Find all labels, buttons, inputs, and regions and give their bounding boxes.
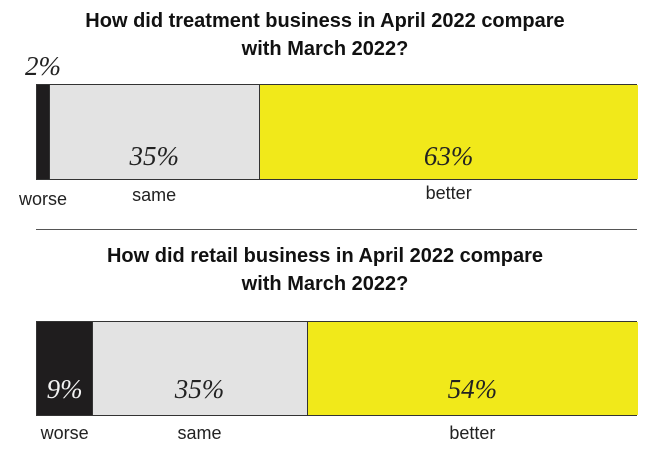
chart-title-line-1: How did retail business in April 2022 co…: [106, 245, 544, 267]
bar-segment-better: [306, 322, 638, 415]
category-label-same: same: [132, 185, 177, 205]
bar-segment-better: [259, 85, 638, 179]
chart-title: How did treatment business in April 2022…: [0, 7, 650, 63]
category-label-worse: worse: [40, 423, 89, 443]
chart-title-line-1: How did treatment business in April 2022…: [85, 10, 565, 32]
bar-segment-worse: [37, 85, 50, 179]
stacked-bar: 2% worse 35% same 63% better: [19, 51, 638, 209]
value-label-worse: 2%: [25, 51, 62, 81]
chart-title: How did retail business in April 2022 co…: [0, 242, 650, 298]
value-label-worse: 9%: [46, 374, 83, 404]
section-divider: [36, 229, 637, 230]
category-label-better: better: [449, 423, 496, 443]
category-label-better: better: [425, 183, 472, 203]
value-label-better: 54%: [447, 374, 498, 404]
bar-segment-same: [92, 322, 307, 415]
value-label-same: 35%: [129, 141, 179, 171]
value-label-same: 35%: [174, 374, 225, 404]
chart-title-line-2: with March 2022?: [241, 273, 409, 295]
category-label-worse: worse: [19, 189, 68, 209]
stacked-bar: 9% worse 35% same 54% better: [36, 321, 638, 443]
chart-title-line-2: with March 2022?: [241, 38, 409, 60]
value-label-better: 63%: [423, 141, 474, 171]
category-label-same: same: [177, 423, 222, 443]
bar-segment-worse: [37, 322, 93, 415]
bar-segment-same: [49, 85, 260, 179]
